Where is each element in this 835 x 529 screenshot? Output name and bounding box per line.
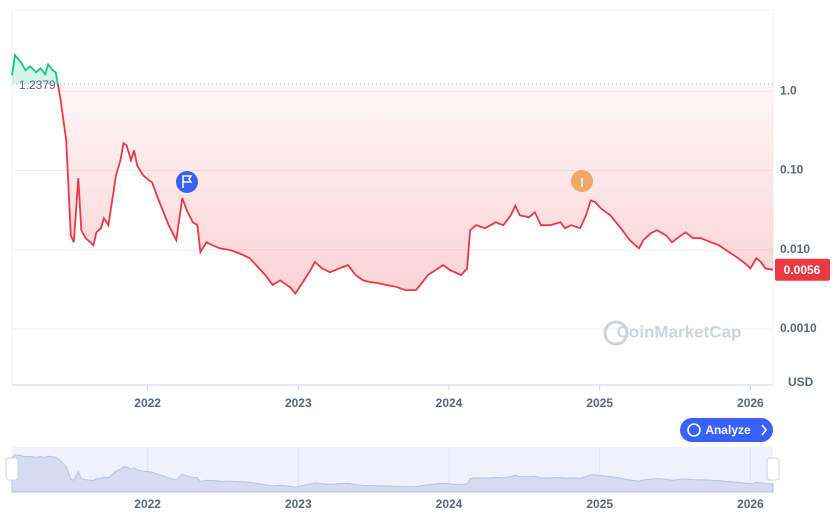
baseline-label: 1.2379: [19, 78, 56, 92]
x-tick-label: 2022: [134, 396, 161, 410]
info-marker: [571, 170, 593, 192]
nav-tick-label: 2022: [134, 497, 161, 511]
y-tick-label: 0.10: [780, 163, 804, 177]
x-tick-label: 2023: [285, 396, 312, 410]
y-tick-label: 0.0010: [780, 321, 817, 335]
price-line: [56, 83, 774, 296]
nav-area: [11, 454, 774, 493]
watermark: CoinMarketCap: [617, 322, 742, 341]
analyze-label[interactable]: Analyze: [705, 423, 751, 437]
flag-marker: [176, 171, 198, 193]
y-tick-label: 0.010: [780, 242, 810, 256]
x-tick-label: 2025: [586, 396, 613, 410]
x-tick-label: 2026: [737, 396, 764, 410]
nav-tick-label: 2024: [436, 497, 463, 511]
x-tick-label: 2024: [436, 396, 463, 410]
y-tick-label: 1.0: [780, 83, 797, 97]
watermark-logo: [603, 320, 629, 346]
nav-handle-left[interactable]: [5, 457, 19, 481]
area-below: [12, 83, 773, 294]
nav-handle-right[interactable]: [766, 457, 780, 481]
area-above: [12, 55, 58, 84]
currency-label: USD: [788, 375, 814, 389]
nav-tick-label: 2026: [737, 497, 764, 511]
analyze-button[interactable]: Analyze: [680, 418, 773, 442]
nav-tick-label: 2025: [586, 497, 613, 511]
nav-tick-label: 2023: [285, 497, 312, 511]
last-price-label: 0.0056: [784, 263, 821, 277]
last-price-box: [775, 258, 830, 281]
